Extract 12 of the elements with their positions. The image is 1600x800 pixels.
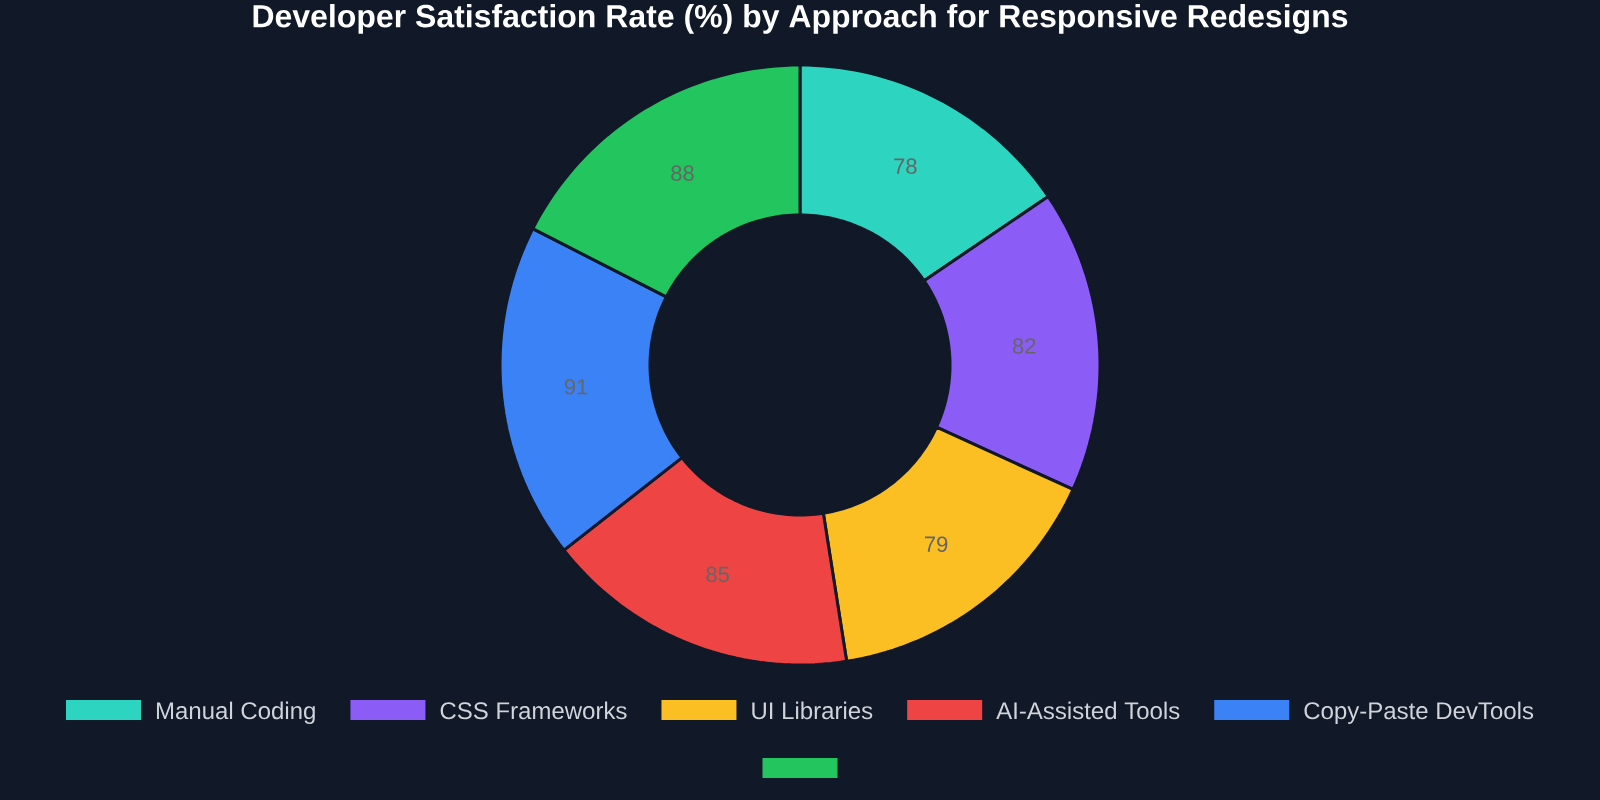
data-label: 88 bbox=[671, 165, 694, 181]
legend-label: CSS Frameworks bbox=[440, 701, 627, 720]
data-label: 79 bbox=[924, 536, 948, 552]
data-label: 82 bbox=[1012, 338, 1036, 354]
legend-label: AI-Assisted Tools bbox=[996, 701, 1180, 720]
legend-label: Manual Coding bbox=[156, 701, 315, 724]
data-label: 91 bbox=[564, 378, 588, 395]
chart-title: Developer Satisfaction Rate (%) by Approach for Responsive Redesigns bbox=[253, 4, 1348, 34]
legend-label: UI Libraries bbox=[752, 701, 873, 720]
legend-label: Copy-Paste DevTools bbox=[1304, 701, 1534, 724]
data-label: 78 bbox=[894, 158, 917, 174]
data-label: 85 bbox=[706, 566, 729, 583]
